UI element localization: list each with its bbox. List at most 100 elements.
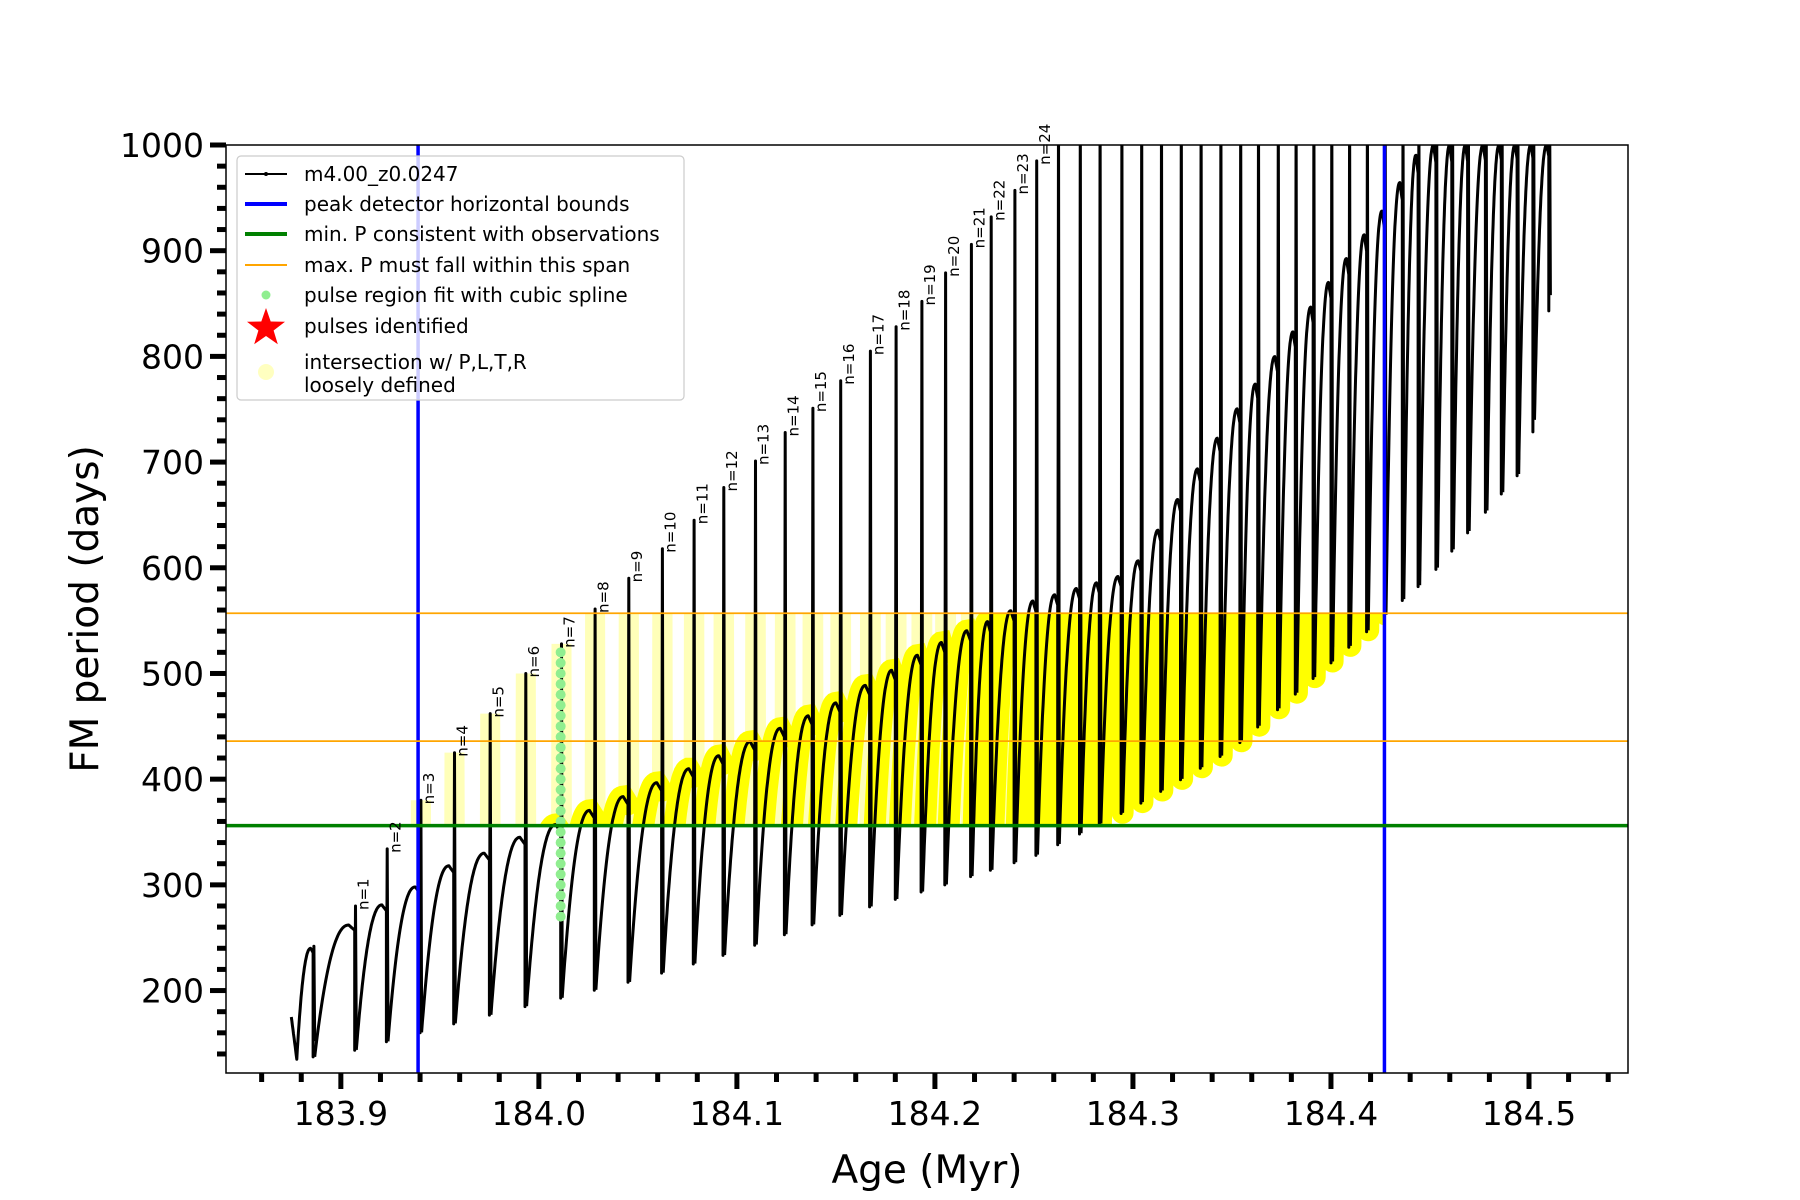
x-axis-label: Age (Myr) bbox=[831, 1148, 1022, 1193]
pulse-label: n=7 bbox=[561, 616, 579, 648]
series-segment bbox=[1220, 145, 1243, 756]
legend-box bbox=[236, 155, 685, 401]
series-segment bbox=[869, 325, 899, 907]
spline-point bbox=[555, 837, 566, 848]
series-segment bbox=[1240, 145, 1261, 742]
spline-point bbox=[555, 657, 566, 668]
pulse-label: n=3 bbox=[420, 773, 438, 805]
legend-circle-icon bbox=[258, 364, 274, 380]
series-segment bbox=[661, 518, 697, 973]
pulse-label: n=16 bbox=[840, 344, 858, 385]
pulse-label: n=22 bbox=[990, 180, 1008, 221]
pulse-label: n=1 bbox=[355, 878, 373, 910]
pulse-label: n=20 bbox=[945, 236, 963, 277]
y-tick-label: 500 bbox=[141, 654, 204, 693]
series-segment bbox=[723, 459, 758, 956]
legend-label: min. P consistent with observations bbox=[304, 222, 660, 246]
legend-label: max. P must fall within this span bbox=[304, 253, 630, 277]
spline-point bbox=[555, 858, 566, 869]
spline-point bbox=[555, 795, 566, 806]
series-segment bbox=[594, 576, 632, 990]
plot-area bbox=[226, 145, 1628, 1073]
series-segment bbox=[840, 349, 873, 916]
x-tick-label: 184.1 bbox=[690, 1094, 784, 1133]
series-segment bbox=[354, 847, 390, 1051]
pulse-label: n=14 bbox=[784, 395, 802, 436]
pulse-label: n=5 bbox=[489, 686, 507, 718]
spline-point bbox=[555, 647, 566, 658]
series-segment bbox=[1501, 145, 1521, 493]
series-segment bbox=[1313, 145, 1335, 678]
series-segment bbox=[1348, 145, 1370, 646]
series-segment bbox=[1436, 145, 1455, 568]
pulse-label: n=23 bbox=[1014, 153, 1032, 194]
pulse-label: n=11 bbox=[693, 483, 711, 524]
series-segment bbox=[1140, 145, 1164, 803]
series-segment bbox=[420, 751, 457, 1033]
legend-dot-icon bbox=[261, 290, 271, 300]
series-segment bbox=[1180, 145, 1204, 779]
pulse-label: n=9 bbox=[628, 551, 646, 583]
spline-point bbox=[555, 710, 566, 721]
pulse-label: n=10 bbox=[662, 512, 680, 553]
series-segment bbox=[1402, 145, 1422, 600]
y-tick-label: 800 bbox=[141, 337, 204, 376]
pulse-label: n=19 bbox=[921, 264, 939, 305]
series-segment bbox=[1257, 145, 1281, 726]
series-segment bbox=[1295, 145, 1317, 693]
x-tick-label: 184.5 bbox=[1482, 1094, 1576, 1133]
pulse-label: n=12 bbox=[723, 450, 741, 491]
y-axis-label: FM period (days) bbox=[63, 445, 108, 773]
y-tick-label: 400 bbox=[141, 760, 204, 799]
series-segment bbox=[1331, 145, 1352, 662]
pulse-label: n=2 bbox=[386, 821, 404, 853]
legend-label: pulses identified bbox=[304, 314, 469, 338]
spline-point bbox=[555, 700, 566, 711]
series-segment bbox=[1121, 145, 1144, 813]
axes: n=1 n=2 n=3 n=4 n=5 n=6 n=7 n=8 n=9 n=10 n=11 n=12 n… bbox=[63, 124, 1629, 1193]
series-segment bbox=[754, 431, 788, 945]
x-tick-label: 184.3 bbox=[1086, 1094, 1180, 1133]
series-segment bbox=[1517, 145, 1536, 475]
series-segment bbox=[628, 547, 665, 982]
series-segment bbox=[970, 215, 994, 877]
legend-label: peak detector horizontal bounds bbox=[304, 192, 630, 216]
series-segment bbox=[1099, 145, 1125, 824]
series-segment bbox=[1036, 145, 1061, 855]
x-tick-label: 184.4 bbox=[1284, 1094, 1378, 1133]
legend-label: m4.00_z0.0247 bbox=[304, 162, 459, 186]
series-segment bbox=[921, 271, 948, 892]
series-segment bbox=[1467, 145, 1489, 532]
y-tick-label: 1000 bbox=[120, 126, 204, 165]
y-tick-label: 700 bbox=[141, 443, 204, 482]
x-tick-label: 184.0 bbox=[492, 1094, 586, 1133]
spline-point bbox=[555, 890, 566, 901]
pulse-label: n=21 bbox=[971, 207, 989, 248]
series-segment bbox=[895, 299, 925, 900]
y-tick-label: 600 bbox=[141, 549, 204, 588]
legend-label: loosely defined bbox=[304, 373, 456, 397]
series-segment bbox=[1079, 145, 1103, 834]
legend-label: intersection w/ P,L,T,R bbox=[304, 350, 527, 374]
x-tick-label: 184.2 bbox=[888, 1094, 982, 1133]
pulse-label: n=15 bbox=[812, 371, 830, 412]
spline-point bbox=[555, 848, 566, 859]
spline-point bbox=[555, 879, 566, 890]
spline-point bbox=[555, 763, 566, 774]
spline-point bbox=[555, 721, 566, 732]
pulse-label: n=18 bbox=[895, 290, 913, 331]
series-segment bbox=[944, 242, 974, 885]
spline-point bbox=[555, 805, 566, 816]
series-segment bbox=[1533, 145, 1552, 420]
legend-label: pulse region fit with cubic spline bbox=[304, 283, 628, 307]
series-segment bbox=[1014, 159, 1039, 863]
spline-point bbox=[555, 784, 566, 795]
pulse-label: n=6 bbox=[525, 646, 543, 678]
pulse-label: n=8 bbox=[594, 581, 612, 613]
series-segment bbox=[1160, 145, 1184, 791]
y-tick-label: 200 bbox=[141, 972, 204, 1011]
spline-point bbox=[555, 827, 566, 838]
series-segment bbox=[1384, 145, 1406, 615]
